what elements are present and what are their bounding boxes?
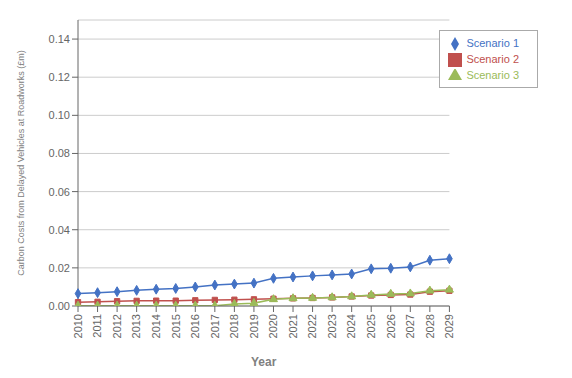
svg-text:0.12: 0.12: [49, 71, 70, 83]
svg-text:0.02: 0.02: [49, 262, 70, 274]
svg-text:2023: 2023: [326, 314, 338, 338]
svg-text:Year: Year: [251, 355, 277, 369]
svg-text:2028: 2028: [424, 314, 436, 338]
svg-text:0.10: 0.10: [49, 109, 70, 121]
svg-text:2019: 2019: [248, 314, 260, 338]
svg-text:0.00: 0.00: [49, 300, 70, 312]
svg-text:2015: 2015: [170, 314, 182, 338]
svg-text:0.14: 0.14: [49, 33, 70, 45]
svg-text:2011: 2011: [91, 314, 103, 338]
svg-text:0.04: 0.04: [49, 224, 70, 236]
html-text:Scenario 1: Scenario 1: [466, 37, 519, 49]
svg-text:2010: 2010: [72, 314, 84, 338]
svg-text:2027: 2027: [404, 314, 416, 338]
svg-text:Carbon Costs from Delayed Vehi: Carbon Costs from Delayed Vehicles at Ro…: [16, 50, 26, 276]
svg-text:0.06: 0.06: [49, 186, 70, 198]
html-text:Scenario 2: Scenario 2: [466, 53, 519, 66]
svg-text:2016: 2016: [189, 314, 201, 338]
svg-text:2022: 2022: [306, 314, 318, 338]
svg-text:2014: 2014: [150, 314, 162, 338]
svg-text:2017: 2017: [209, 314, 221, 338]
svg-text:2018: 2018: [228, 314, 240, 338]
svg-text:2024: 2024: [345, 314, 357, 338]
svg-text:2013: 2013: [130, 314, 142, 338]
svg-text:2012: 2012: [111, 314, 123, 338]
svg-text:0.08: 0.08: [49, 147, 70, 159]
svg-text:2020: 2020: [267, 314, 279, 338]
html-text:Scenario 3: Scenario 3: [466, 69, 519, 82]
svg-text:2029: 2029: [443, 314, 455, 338]
svg-text:2021: 2021: [287, 314, 299, 338]
svg-text:2025: 2025: [365, 314, 377, 338]
svg-text:2026: 2026: [385, 314, 397, 338]
